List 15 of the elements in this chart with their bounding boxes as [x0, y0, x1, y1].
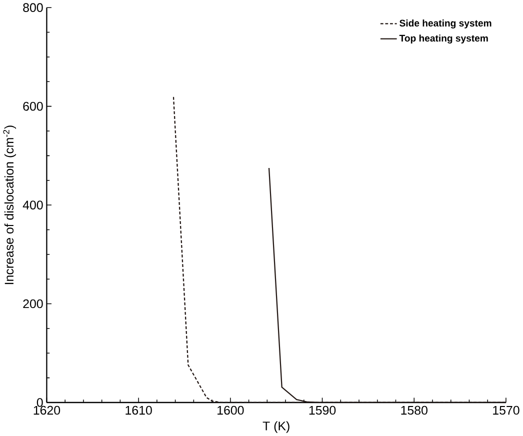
y-tick-label: 200: [23, 299, 43, 308]
legend-label: Side heating system: [400, 19, 492, 28]
x-tick-label: 1590: [309, 406, 336, 415]
x-axis-title: T (K): [262, 421, 290, 433]
x-tick-label: 1600: [218, 406, 244, 415]
x-tick-label: 1610: [126, 406, 152, 415]
x-tick-label: 1620: [34, 406, 60, 415]
x-tick-label: 1580: [401, 406, 428, 415]
y-tick-label: 400: [22, 200, 43, 210]
legend-label: Top heating system: [399, 34, 488, 44]
x-tick-label: 1570: [493, 406, 520, 415]
y-tick-label: 0: [36, 398, 43, 407]
y-axis-title: Increase of dislocation (cm$^{-2}$): [3, 126, 16, 284]
y-tick-label: 600: [23, 102, 43, 111]
y-tick-label: 800: [23, 3, 43, 12]
